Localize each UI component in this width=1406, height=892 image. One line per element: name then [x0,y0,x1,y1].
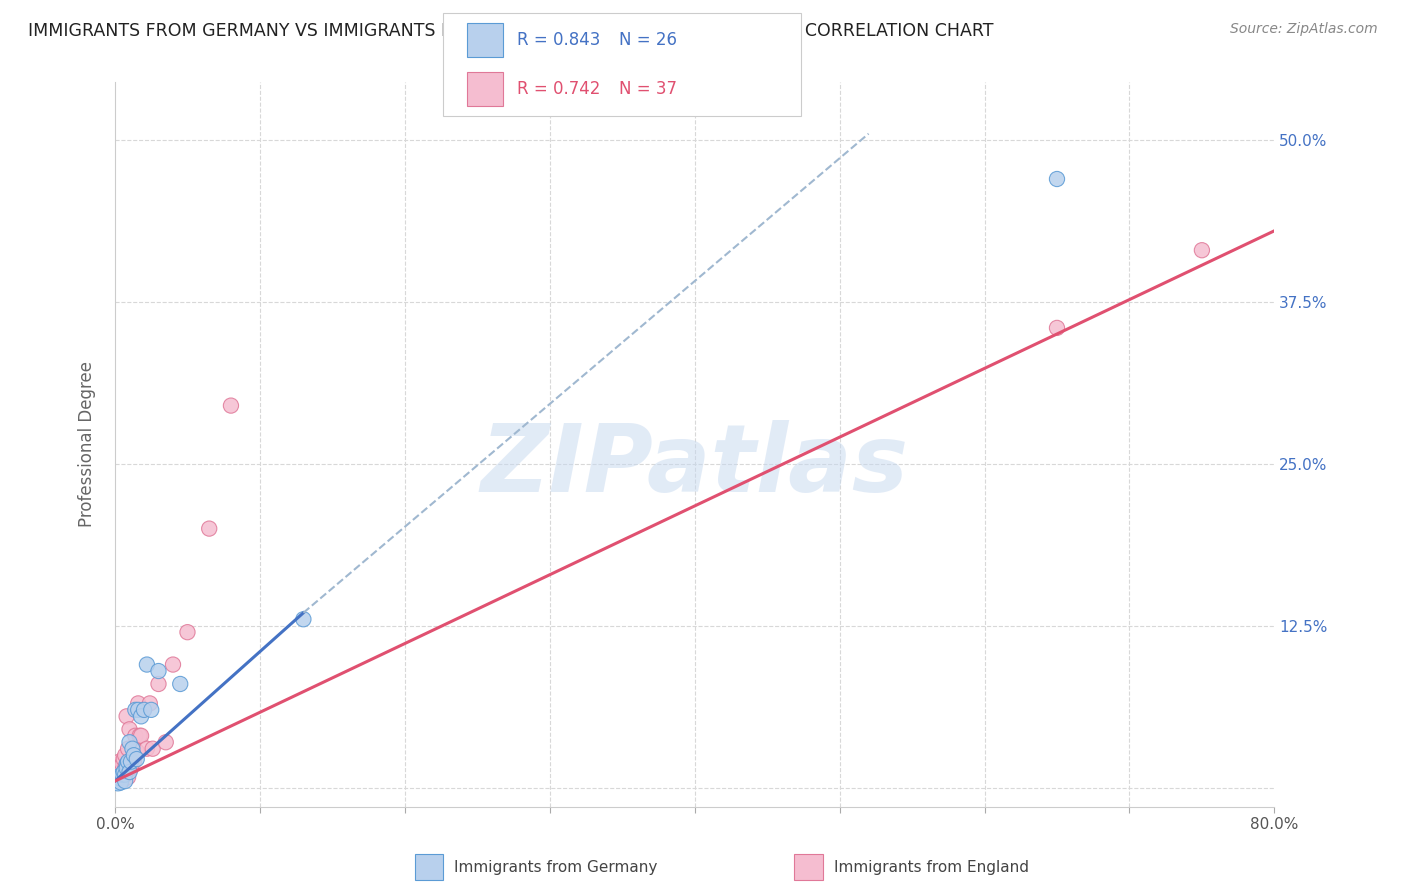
Point [129,709,152,723]
Point [219,399,242,413]
Text: N = 26: N = 26 [619,31,676,49]
Text: R = 0.843: R = 0.843 [517,31,600,49]
Point [117,755,139,769]
Text: ZIPatlas: ZIPatlas [481,420,908,512]
Point [114,748,136,763]
Point [162,657,184,672]
Point [115,757,138,772]
Point [114,761,136,775]
Text: Immigrants from Germany: Immigrants from Germany [454,860,658,874]
Point [125,744,148,758]
Point [112,767,135,781]
Point [127,703,149,717]
Point [117,741,139,756]
Point [176,625,198,640]
Point [135,741,157,756]
Point [112,764,135,779]
Point [124,729,146,743]
Point [155,735,177,749]
Point [122,748,145,763]
Point [125,752,148,766]
Point [111,767,134,781]
Point [128,729,150,743]
Text: IMMIGRANTS FROM GERMANY VS IMMIGRANTS FROM ENGLAND PROFESSIONAL DEGREE CORRELATI: IMMIGRANTS FROM GERMANY VS IMMIGRANTS FR… [28,22,994,40]
Point [127,697,149,711]
Point [148,664,170,678]
Point [115,709,138,723]
Point [114,767,136,781]
Point [117,770,139,784]
Point [107,764,129,779]
Point [120,761,142,775]
Point [139,697,162,711]
Point [1046,321,1069,335]
Point [169,677,191,691]
Point [105,767,128,781]
Point [148,677,170,691]
Point [120,755,142,769]
Point [115,761,138,775]
Text: Source: ZipAtlas.com: Source: ZipAtlas.com [1230,22,1378,37]
Point [121,741,143,756]
Point [1046,172,1069,186]
Point [118,735,141,749]
Point [114,774,136,789]
Point [132,703,155,717]
Point [110,764,132,779]
Point [112,752,135,766]
Y-axis label: Professional Degree: Professional Degree [79,361,96,527]
Point [110,775,132,789]
Point [124,703,146,717]
Point [118,723,141,737]
Point [111,757,134,772]
Point [198,522,221,536]
Text: N = 37: N = 37 [619,80,676,98]
Point [129,729,152,743]
Point [118,764,141,779]
Point [292,612,315,626]
Text: Immigrants from England: Immigrants from England [834,860,1029,874]
Point [111,774,134,789]
Point [142,741,165,756]
Point [122,755,145,769]
Point [141,703,163,717]
Point [132,703,155,717]
Point [135,657,157,672]
Point [118,755,141,769]
Point [107,774,129,789]
Point [1191,244,1213,258]
Point [108,755,131,769]
Text: R = 0.742: R = 0.742 [517,80,600,98]
Point [108,770,131,784]
Point [121,752,143,766]
Point [115,761,138,775]
Point [108,770,131,784]
